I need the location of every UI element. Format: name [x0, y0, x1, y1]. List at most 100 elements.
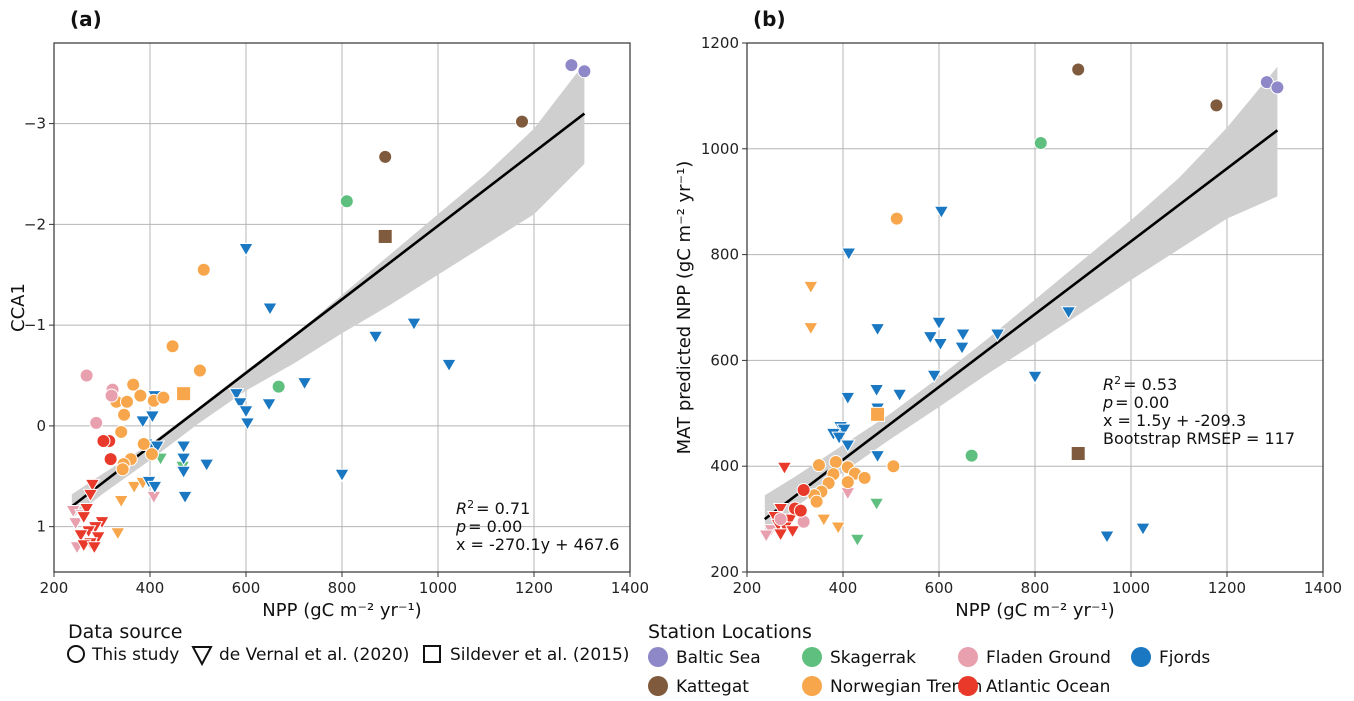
legend-data-source: Data source This study de Vernal et al. … — [67, 621, 629, 667]
data-point-norwegian-circle — [828, 454, 843, 469]
data-point-skagerrak-circle — [964, 448, 979, 463]
regression-equation: x = 1.5y + -209.3 — [1103, 411, 1246, 430]
p-value: p = 0.00 — [455, 517, 522, 536]
data-point-atlantic-triangle — [78, 503, 95, 517]
data-point-fjords-triangle — [441, 358, 457, 373]
data-point-fjords-triangle — [406, 317, 422, 332]
data-point-fjords-triangle — [868, 383, 885, 398]
data-point-fjords-triangle — [334, 468, 350, 483]
x-axis-label: NPP (gC m⁻² yr⁻¹) — [955, 600, 1114, 621]
legend-station-label: Baltic Sea — [676, 648, 761, 668]
data-point-fjords-triangle — [144, 410, 161, 424]
y-tick-label: −1 — [24, 316, 46, 334]
data-point-norwegian-circle — [126, 377, 141, 392]
data-point-baltic-circle — [1270, 80, 1285, 95]
data-point-norwegian-circle — [840, 475, 855, 490]
x-tick-label: 600 — [925, 579, 954, 597]
data-point-skagerrak-triangle — [868, 497, 885, 512]
data-point-norwegian-circle — [886, 459, 901, 474]
data-point-atlantic-triangle — [75, 539, 92, 553]
data-point-fjords-triangle — [933, 205, 950, 220]
x-tick-label: 1400 — [611, 579, 649, 597]
x-tick-label: 1000 — [1112, 579, 1150, 597]
data-point-atlantic-triangle — [776, 461, 793, 476]
data-point-fjords-triangle — [262, 302, 278, 316]
data-point-fjords-triangle — [177, 490, 193, 505]
data-point-norwegian-circle — [196, 262, 211, 277]
legend-station-swatch — [802, 647, 822, 667]
data-point-fjords-triangle — [198, 458, 215, 473]
data-point-fjords-triangle — [1060, 306, 1077, 320]
legend-station-label: Norwegian Trench — [830, 677, 982, 697]
data-point-fjords-triangle — [1099, 530, 1115, 545]
data-point-norwegian-triangle — [815, 513, 832, 528]
data-point-kattegat-circle — [1209, 98, 1224, 113]
data-point-fjords-triangle — [175, 452, 192, 467]
data-point-norwegian-triangle — [109, 527, 126, 541]
data-point-fjords-triangle — [1027, 370, 1043, 385]
data-point-fladen-triangle — [758, 529, 775, 543]
r-squared: R2 = 0.53 — [1103, 374, 1177, 395]
panel-a: 200 400 600 800 1000 1200 1400 1 0 −1 −2 −3 (a) NPP (… — [8, 7, 649, 621]
data-point-norwegian-circle — [133, 388, 148, 403]
plot-frame — [53, 42, 631, 573]
data-point-skagerrak-triangle — [849, 533, 866, 548]
confidence-band — [764, 66, 1278, 536]
data-point-fladen-triangle — [67, 517, 84, 531]
y-tick-label: 600 — [710, 351, 739, 369]
data-point-baltic-circle — [577, 64, 592, 79]
regression-equation: x = -270.1y + 467.6 — [456, 535, 619, 554]
data-point-atlantic-triangle — [82, 488, 99, 503]
data-point-norwegian-circle — [114, 424, 129, 439]
data-point-fjords-triangle — [836, 423, 852, 438]
data-point-fjords-triangle — [891, 388, 908, 403]
data-point-fjords-triangle — [149, 440, 166, 455]
legend-station-label: Fladen Ground — [986, 648, 1111, 668]
bootstrap-rmsep: Bootstrap RMSEP = 117 — [1103, 429, 1295, 448]
x-tick-label: 800 — [328, 579, 357, 597]
data-point-atlantic-circle — [796, 483, 811, 498]
y-axis-label: MAT predicted NPP (gC m⁻² yr⁻¹) — [674, 161, 695, 455]
data-point-norwegian-circle — [117, 407, 132, 422]
data-point-norwegian-circle — [192, 363, 207, 378]
x-tick-label: 1200 — [1208, 579, 1246, 597]
data-point-atlantic-triangle — [772, 503, 789, 517]
panel-label: (b) — [753, 7, 786, 31]
data-point-fjords-triangle — [831, 431, 848, 446]
stats-annotation: R2 = 0.53p = 0.00x = 1.5y + -209.3Bootstra… — [1102, 374, 1295, 449]
plot-frame — [746, 42, 1324, 573]
data-point-fjords-triangle — [932, 337, 949, 352]
data-point-norwegian-triangle — [802, 322, 819, 336]
y-tick-label: 200 — [710, 563, 739, 581]
data-point-fjords-triangle — [367, 330, 384, 345]
data-point-fjords-triangle — [261, 398, 277, 412]
legend-source-de-vernal: de Vernal et al. (2020) — [219, 645, 409, 665]
y-tick-label: 800 — [710, 246, 739, 264]
data-point-fjords-triangle — [146, 480, 163, 495]
y-tick-label: −2 — [24, 215, 46, 233]
data-point-atlantic-triangle — [73, 529, 89, 543]
legend-station-swatch — [958, 676, 978, 696]
legend-station-label: Fjords — [1159, 648, 1210, 668]
x-tick-label: 200 — [40, 579, 69, 597]
data-point-fjords-triangle — [955, 328, 971, 342]
y-axis-label: CCA1 — [8, 283, 29, 332]
y-tick-label: 400 — [710, 457, 739, 475]
y-tick-label: −3 — [24, 115, 46, 133]
data-point-norwegian-circle — [889, 211, 904, 226]
data-point-atlantic-triangle — [86, 541, 103, 555]
data-point-skagerrak-circle — [271, 379, 286, 394]
data-point-fjords-triangle — [926, 369, 943, 384]
data-point-atlantic-circle — [96, 434, 111, 449]
x-tick-label: 400 — [136, 579, 165, 597]
data-point-kattegat-square — [1070, 446, 1086, 462]
x-tick-label: 1000 — [419, 579, 457, 597]
data-point-fjords-triangle — [1135, 522, 1151, 537]
data-point-norwegian-circle — [144, 447, 159, 462]
data-point-norwegian-triangle — [830, 521, 847, 536]
y-tick-label: 1200 — [701, 34, 739, 52]
x-tick-label: 600 — [232, 579, 261, 597]
legend-station-label: Kattegat — [676, 677, 749, 697]
data-point-norwegian-square — [176, 386, 192, 402]
